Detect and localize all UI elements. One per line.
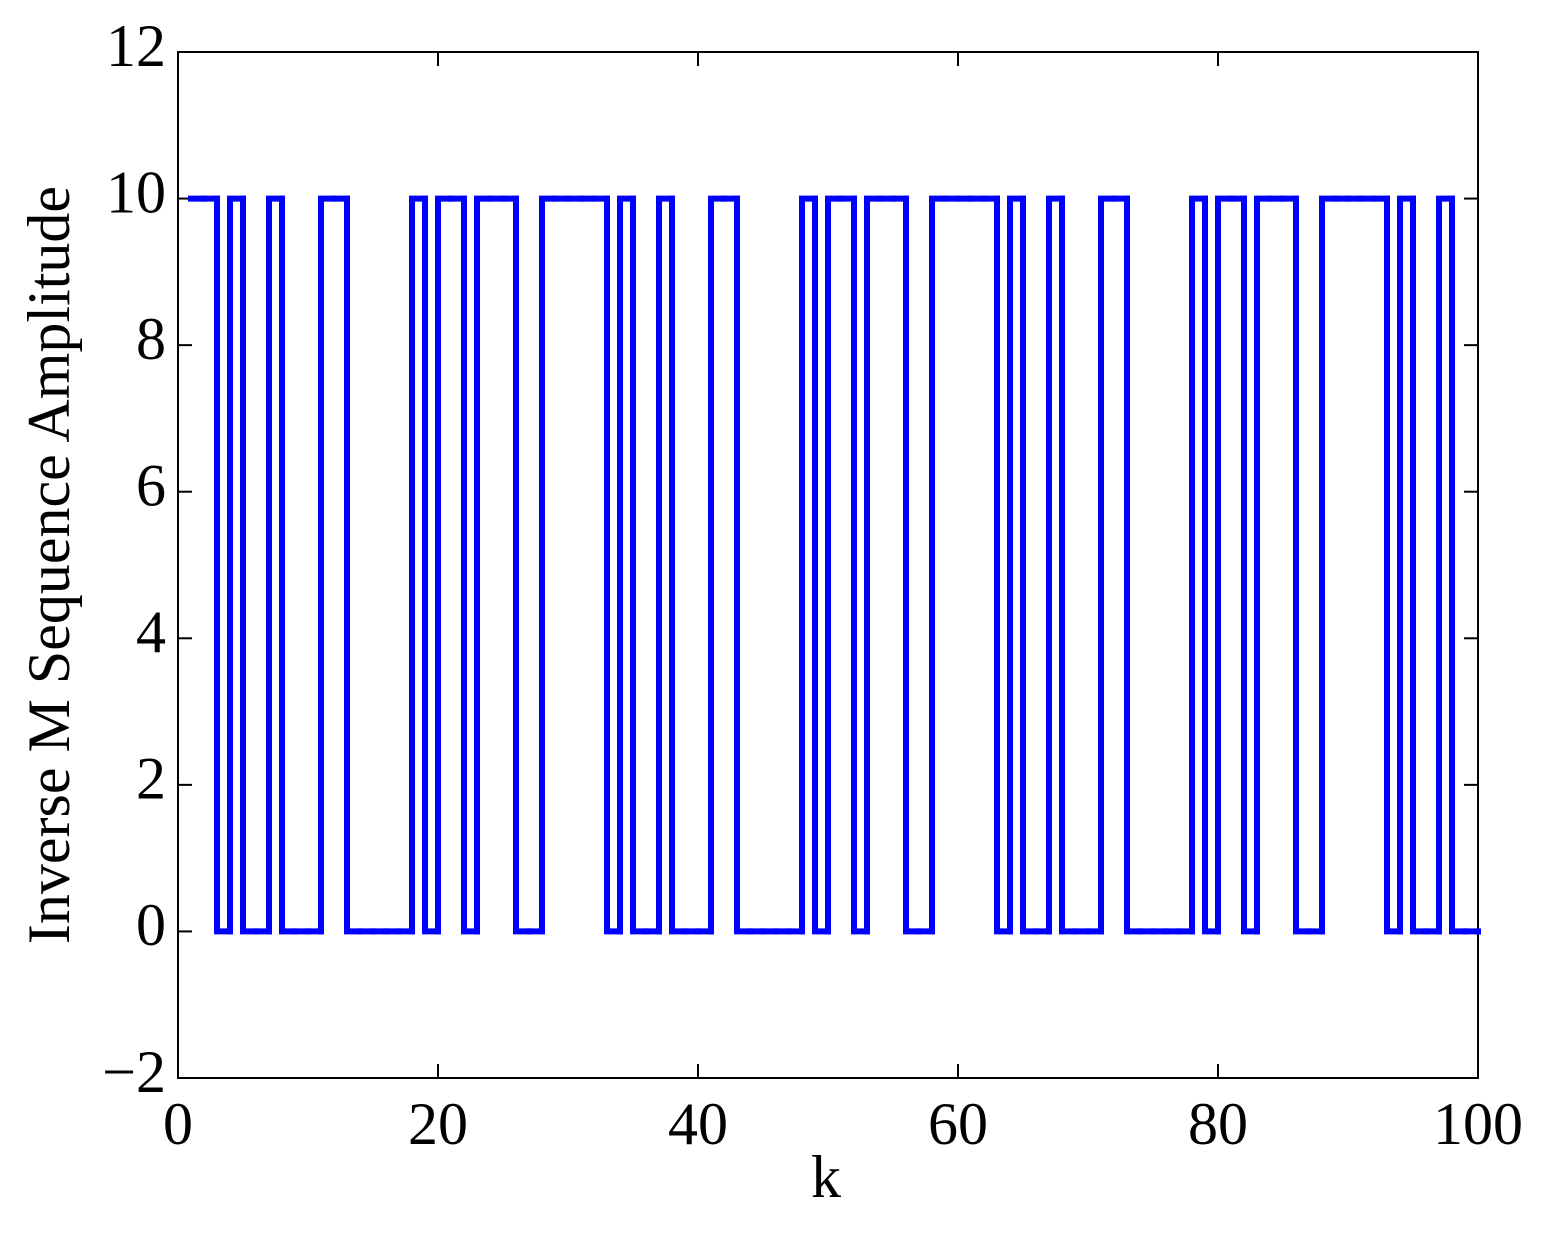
step [1319,195,1338,935]
step [604,195,623,935]
x-tick-label: 20 [408,1091,468,1157]
step [1410,195,1429,935]
y-axis-label: Inverse M Sequence Amplitude [16,186,82,944]
x-tick-label: 80 [1188,1091,1248,1157]
step [630,195,649,935]
step [474,195,493,935]
y-tick-label: 0 [136,892,166,958]
step [994,195,1013,935]
x-tick-label: 60 [928,1091,988,1157]
step [708,195,727,935]
step [1020,195,1039,935]
y-tick-label: 6 [136,452,166,518]
step [656,195,675,935]
step [903,195,922,935]
step [461,195,480,935]
step [409,195,428,935]
step [799,195,818,935]
step [1007,195,1026,935]
y-tick-label: 8 [136,306,166,372]
step [1046,195,1065,935]
step [318,195,337,935]
step [422,195,441,935]
step [669,195,688,935]
step [1397,195,1416,935]
step [812,195,831,935]
step [864,195,883,935]
step [734,195,753,935]
step [1189,195,1208,935]
y-tick-label: 12 [106,13,166,79]
step [1293,195,1312,935]
step [617,195,636,935]
x-axis-label: k [811,1144,841,1210]
y-tick-label: 2 [136,746,166,812]
step [1098,195,1117,935]
y-tick-label: 10 [106,159,166,225]
step [279,195,298,935]
step [240,195,259,935]
step [435,195,454,935]
step [1059,195,1078,935]
step [1202,195,1221,935]
step [227,195,246,935]
step [344,195,363,935]
step [1241,195,1260,935]
step [1384,195,1403,935]
step [513,195,532,935]
step [1449,195,1468,935]
step [1254,195,1273,935]
step [929,195,948,935]
x-tick-label: 40 [668,1091,728,1157]
step [214,195,233,935]
step [851,195,870,935]
step [1124,195,1143,935]
step [539,195,558,935]
step [1436,195,1455,935]
y-tick-label: −2 [102,1039,166,1105]
y-tick-label: 4 [136,599,166,665]
x-tick-label: 0 [163,1091,193,1157]
step [266,195,285,935]
x-tick-label: 100 [1433,1091,1523,1157]
step [825,195,844,935]
step [1215,195,1234,935]
